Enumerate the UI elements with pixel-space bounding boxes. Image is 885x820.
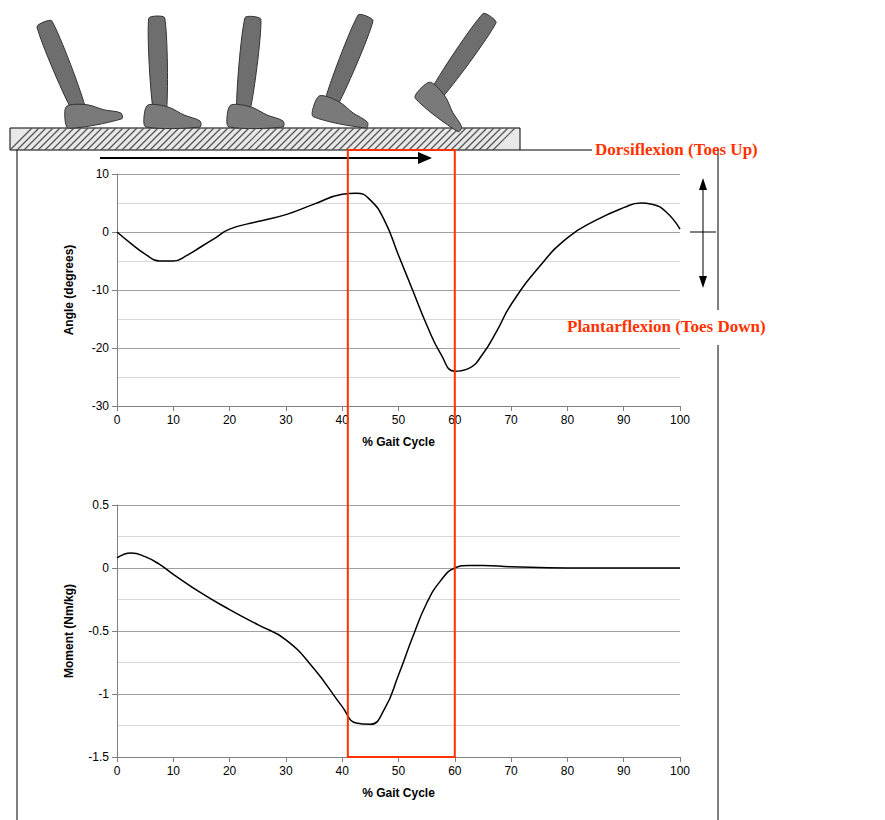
svg-text:0: 0 bbox=[114, 764, 121, 778]
svg-text:30: 30 bbox=[279, 413, 293, 427]
svg-text:30: 30 bbox=[279, 764, 293, 778]
svg-text:0.5: 0.5 bbox=[92, 498, 109, 512]
svg-text:50: 50 bbox=[392, 413, 406, 427]
svg-text:-20: -20 bbox=[92, 341, 110, 355]
svg-text:Angle (degrees): Angle (degrees) bbox=[62, 245, 76, 336]
svg-text:-30: -30 bbox=[92, 399, 110, 413]
svg-text:10: 10 bbox=[96, 167, 110, 181]
svg-text:0: 0 bbox=[114, 413, 121, 427]
svg-text:40: 40 bbox=[336, 764, 350, 778]
svg-text:100: 100 bbox=[670, 413, 690, 427]
svg-text:100: 100 bbox=[670, 764, 690, 778]
svg-text:Plantarflexion (Toes Down): Plantarflexion (Toes Down) bbox=[567, 317, 766, 336]
svg-text:0: 0 bbox=[102, 561, 109, 575]
svg-text:10: 10 bbox=[167, 764, 181, 778]
svg-text:70: 70 bbox=[504, 764, 518, 778]
svg-text:60: 60 bbox=[448, 413, 462, 427]
svg-text:50: 50 bbox=[392, 764, 406, 778]
svg-text:40: 40 bbox=[335, 413, 349, 427]
svg-text:90: 90 bbox=[617, 764, 631, 778]
svg-text:-0.5: -0.5 bbox=[88, 624, 109, 638]
svg-text:-1.5: -1.5 bbox=[88, 750, 109, 764]
svg-text:-1: -1 bbox=[98, 687, 109, 701]
svg-text:10: 10 bbox=[167, 413, 181, 427]
svg-text:60: 60 bbox=[448, 764, 462, 778]
svg-text:Dorsiflexion (Toes Up): Dorsiflexion (Toes Up) bbox=[595, 140, 758, 159]
svg-text:80: 80 bbox=[561, 413, 575, 427]
svg-text:20: 20 bbox=[223, 413, 237, 427]
svg-text:20: 20 bbox=[223, 764, 237, 778]
svg-text:% Gait Cycle: % Gait Cycle bbox=[362, 435, 435, 449]
svg-text:Moment (Nm/kg): Moment (Nm/kg) bbox=[62, 584, 76, 678]
svg-text:70: 70 bbox=[504, 413, 518, 427]
svg-text:80: 80 bbox=[561, 764, 575, 778]
svg-text:-10: -10 bbox=[92, 283, 110, 297]
svg-text:% Gait Cycle: % Gait Cycle bbox=[362, 786, 435, 800]
svg-text:90: 90 bbox=[617, 413, 631, 427]
svg-text:0: 0 bbox=[102, 225, 109, 239]
